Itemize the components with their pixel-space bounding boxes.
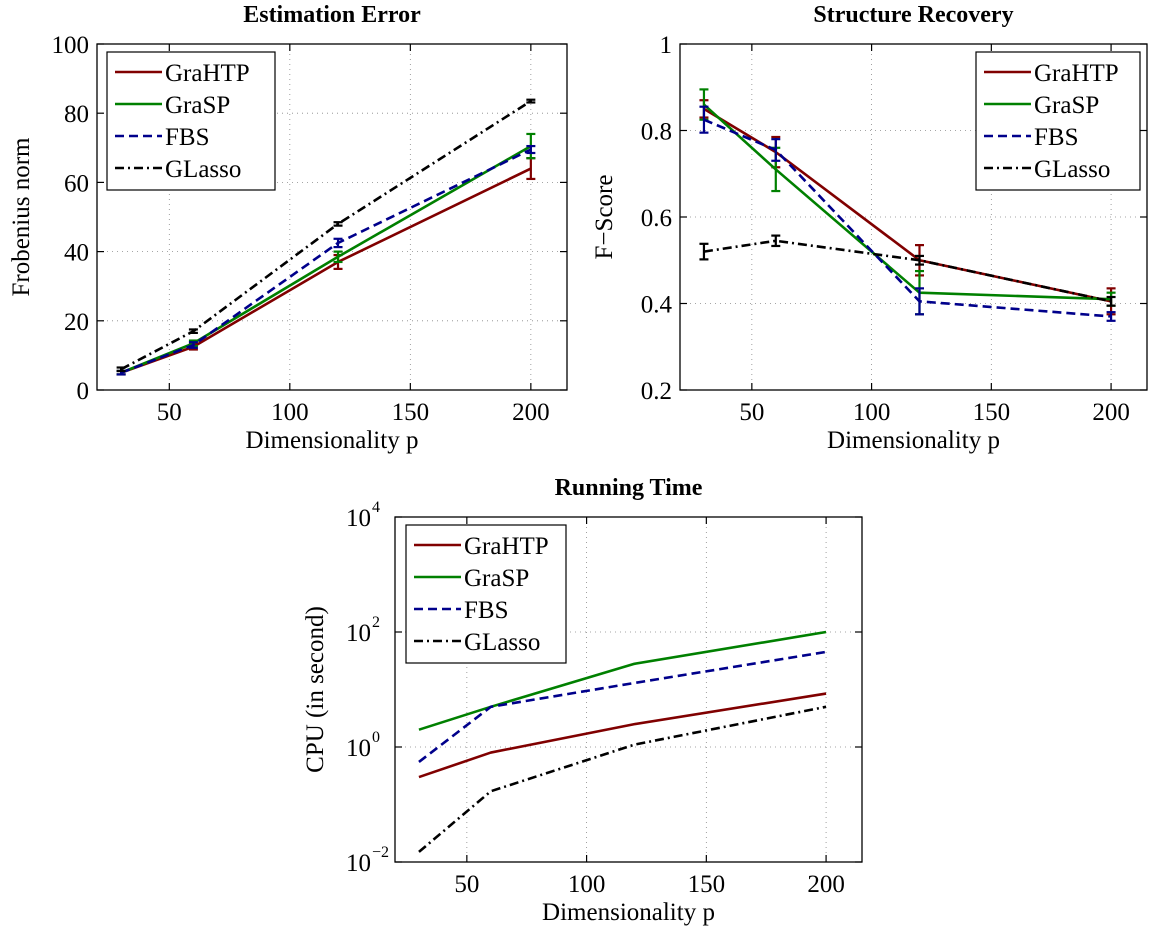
error-bar	[699, 105, 709, 134]
legend-label-glasso: GLasso	[165, 156, 241, 183]
chart-title: Running Time	[555, 475, 703, 501]
chart-structure-recovery: 50 100 150 200 0.2 0.4 0.6 0.8 1 Structure Recove…	[591, 2, 1148, 454]
x-tick-label: 200	[1092, 399, 1130, 426]
plot-frame	[394, 516, 863, 863]
series-fbs	[418, 650, 827, 763]
error-bar	[188, 341, 198, 349]
error-bar	[914, 254, 924, 266]
error-bar	[771, 138, 781, 162]
error-bar	[333, 221, 343, 227]
legend-label-fbs: FBS	[165, 124, 209, 151]
y-tick-label: 10	[346, 735, 371, 762]
series-line-grahtp	[703, 107, 1112, 303]
x-tick-label: 150	[688, 871, 726, 898]
legend-label-grasp: GraSP	[165, 92, 230, 119]
y-tick-label: 1	[660, 32, 673, 59]
x-tick-label: 100	[568, 871, 606, 898]
error-bar	[333, 237, 343, 249]
legend-label-fbs: FBS	[464, 597, 508, 624]
legend-label-glasso: GLasso	[1034, 156, 1110, 183]
x-tick-label: 150	[392, 399, 430, 426]
error-bar	[699, 242, 709, 261]
y-tick-exponent: 0	[372, 729, 380, 746]
chart-title: Structure Recovery	[813, 2, 1013, 28]
x-tick-label: 50	[739, 399, 764, 426]
series-fbs	[699, 105, 1116, 322]
legend-label-fbs: FBS	[1034, 124, 1078, 151]
error-bar	[188, 328, 198, 335]
y-axis-label: F−Score	[591, 175, 618, 260]
series-line-grahtp	[120, 167, 532, 374]
chart-title: Estimation Error	[243, 2, 421, 28]
series-grasp	[418, 630, 827, 731]
x-axis-label: Dimensionality p	[542, 899, 715, 926]
y-tick-label: 10	[346, 850, 371, 877]
y-axis-label: Frobenius norm	[8, 137, 35, 297]
y-tick-label: 0.8	[641, 119, 672, 146]
y-tick-label: 20	[64, 309, 89, 336]
error-bar	[526, 98, 536, 104]
y-tick-label: 100	[52, 32, 90, 59]
x-axis-label: Dimensionality p	[246, 427, 419, 454]
x-tick-label: 100	[853, 399, 891, 426]
series-line-grahtp	[418, 692, 827, 779]
series-line-glasso	[120, 99, 532, 371]
x-tick-label: 100	[271, 399, 309, 426]
series-grahtp	[418, 692, 827, 779]
x-tick-label: 50	[157, 399, 182, 426]
error-bar	[333, 250, 343, 264]
y-tick-label: 10	[346, 620, 371, 647]
x-tick-label: 200	[807, 871, 845, 898]
y-tick-exponent: 2	[372, 614, 380, 631]
x-tick-label: 200	[512, 399, 550, 426]
error-bar	[526, 144, 536, 155]
legend-label-grahtp: GraHTP	[165, 60, 250, 87]
series-line-grasp	[703, 103, 1112, 301]
y-tick-exponent: 4	[372, 499, 380, 516]
y-tick-label: 80	[64, 101, 89, 128]
y-tick-label: 10	[346, 505, 371, 532]
y-tick-label: 0	[77, 378, 90, 405]
legend: GraHTP GraSP FBS GLasso	[405, 524, 567, 664]
chart-estimation-error: 50 100 150 200 0 20 40 60 80 100 Estimation Error D…	[8, 2, 568, 454]
y-tick-label: 0.4	[641, 292, 673, 319]
series-grahtp	[116, 157, 536, 376]
y-tick-label: 60	[64, 170, 89, 197]
error-bar	[771, 234, 781, 248]
legend-box	[405, 524, 567, 664]
y-tick-label: 0.6	[641, 205, 672, 232]
legend-label-glasso: GLasso	[464, 629, 540, 656]
series-glasso	[418, 705, 827, 853]
series-line-grasp	[418, 630, 827, 731]
legend: GraHTP GraSP FBS GLasso	[106, 51, 276, 191]
legend-label-grahtp: GraHTP	[1034, 60, 1119, 87]
y-tick-label: 0.2	[641, 378, 672, 405]
error-bar	[914, 287, 924, 316]
legend-label-grasp: GraSP	[1034, 92, 1099, 119]
x-tick-label: 150	[973, 399, 1011, 426]
series-glasso	[116, 98, 536, 373]
series-line-fbs	[418, 650, 827, 763]
plot-frame	[96, 43, 568, 391]
legend-label-grasp: GraSP	[464, 565, 529, 592]
legend-label-grahtp: GraHTP	[464, 533, 549, 560]
series-line-fbs	[703, 118, 1112, 318]
series-line-grasp	[120, 144, 532, 374]
y-tick-label: 40	[64, 240, 89, 267]
x-axis-label: Dimensionality p	[827, 427, 1000, 454]
series-line-glasso	[418, 705, 827, 853]
error-bar	[526, 157, 536, 181]
y-tick-exponent: −2	[372, 844, 389, 861]
error-bar	[1106, 311, 1116, 322]
y-axis-label: CPU (in second)	[302, 606, 329, 773]
x-tick-label: 50	[454, 871, 479, 898]
error-bar	[1106, 295, 1116, 307]
error-bar	[116, 366, 126, 373]
legend: GraHTP GraSP FBS GLasso	[975, 51, 1141, 191]
series-glasso	[699, 234, 1116, 307]
